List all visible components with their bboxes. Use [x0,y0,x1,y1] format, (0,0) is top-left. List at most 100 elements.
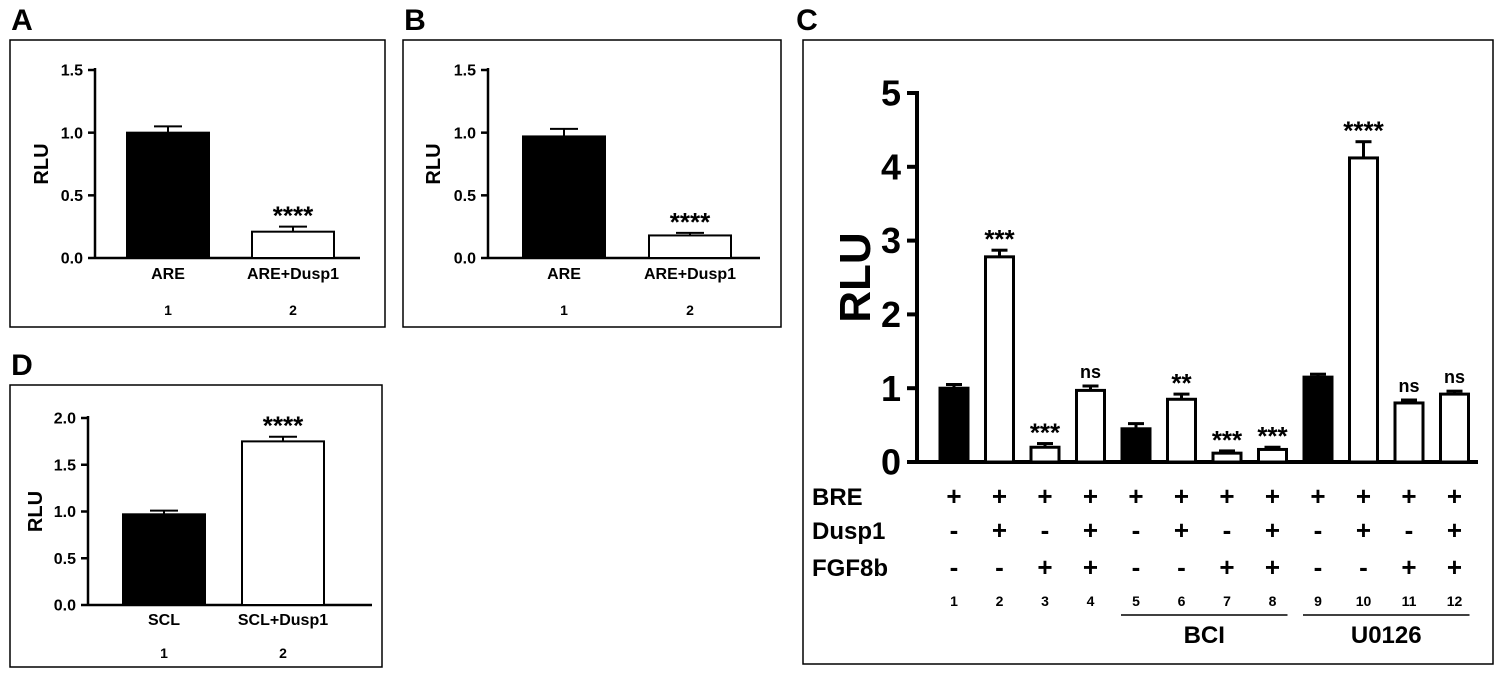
panel-b-frame [402,39,782,328]
panel-b-y-label: RLU [423,143,445,184]
panel-d-bar [122,513,206,606]
panel-c-bar [1166,397,1197,464]
panel-c-condition-mark: + [1447,552,1462,582]
panel-d-y-tick-label: 1.5 [54,457,76,474]
panel-c-condition-mark: + [1083,515,1098,545]
panel-d-category-label: SCL [148,612,180,629]
panel-c-lane-number: 9 [1314,593,1322,609]
panel-c-condition-mark: + [946,481,961,511]
panel-c-condition-mark: + [1219,481,1234,511]
panel-d-y-tick-label: 1.0 [54,504,76,521]
panel-b-bar [522,135,606,259]
panel-c-significance: *** [984,224,1015,254]
panel-c-bar [938,386,970,464]
panel-b-y-tick-label: 0.0 [454,251,476,268]
panel-c-condition-mark: - [1314,515,1323,545]
panel-a-letter: A [11,4,33,37]
panel-b-category-label: ARE+Dusp1 [644,266,736,283]
panel-c-condition-mark: + [1083,481,1098,511]
panel-c-bar [1439,392,1470,464]
panel-a-frame [9,39,386,328]
panel-c-bar [1393,401,1425,464]
panel-c-condition-label: Dusp1 [812,518,885,545]
panel-c-lane-number: 5 [1132,593,1140,609]
panel-d-lane-number: 2 [279,645,287,661]
panel-c-condition-mark: + [1447,481,1462,511]
panel-a-y-tick-label: 0.0 [61,251,83,268]
panel-c-lane-number: 6 [1178,593,1186,609]
panel-c-significance: ns [1080,362,1101,382]
panel-a-category-label: ARE+Dusp1 [247,266,339,283]
panel-c-y-tick-label: 3 [881,220,901,261]
panel-c-significance: ns [1398,376,1419,396]
panel-c-group-label: U0126 [1351,622,1422,649]
panel-c-significance: *** [1257,421,1288,451]
panel-b-y-tick-label: 1.0 [454,125,476,142]
panel-c-condition-mark: - [1177,552,1186,582]
panel-a-y-label: RLU [31,143,53,184]
panel-c-condition-mark: + [1037,552,1052,582]
panel-c-bar [1302,375,1334,464]
panel-c-bar [1029,445,1061,464]
panel-c-bar [1120,427,1152,464]
panel-c-y-tick-label: 1 [881,368,901,409]
panel-a-y-tick-label: 1.5 [61,63,83,80]
panel-c-condition-mark: + [1401,481,1416,511]
panel-a-lane-number: 2 [289,302,297,318]
panel-c-condition-mark: - [1359,552,1368,582]
panel-c-bar [984,255,1015,464]
panel-d: D 0.0 0.5 1.0 1.5 2.0 RLU SCL 1 **** SCL+Dusp1 2 [9,349,383,668]
panel-c-y-tick-label: 2 [881,294,901,335]
panel-b-lane-number: 2 [686,302,694,318]
panel-a-bar [251,230,335,259]
panel-a-bar [126,131,210,260]
panel-b: B 0.0 0.5 1.0 1.5 RLU ARE 1 **** ARE+Dusp1 2 [402,4,782,328]
panel-b-y-tick-label: 1.5 [454,63,476,80]
panel-d-y-tick-label: 0.0 [54,598,76,615]
panel-c-significance: **** [1343,116,1384,146]
panel-a-lane-number: 1 [164,302,172,318]
panel-b-category-label: ARE [547,266,581,283]
panel-b-bar [648,234,732,260]
panel-c-frame [802,39,1494,665]
panel-c-condition-mark: + [1310,481,1325,511]
panel-c-condition-mark: + [1356,515,1371,545]
panel-d-y-label: RLU [25,491,47,532]
panel-d-y-tick-label: 0.5 [54,551,76,568]
panel-c-condition-mark: + [992,481,1007,511]
panel-c-y-tick-label: 4 [881,146,901,187]
panel-a-significance: **** [273,201,314,231]
panel-b-significance: **** [670,207,711,237]
panel-c-condition-mark: - [1223,515,1232,545]
panel-c-condition-mark: + [1219,552,1234,582]
panel-d-y-tick-label: 2.0 [54,411,76,428]
panel-c-condition-mark: - [1314,552,1323,582]
panel-c-bar [1348,156,1379,464]
panel-c-condition-mark: - [1132,515,1141,545]
panel-c-condition-mark: + [1174,481,1189,511]
panel-c-significance: *** [1212,425,1243,455]
panel-c-lane-number: 1 [950,593,958,609]
panel-c-condition-mark: + [1265,481,1280,511]
panel-b-y-tick-label: 0.5 [454,188,476,205]
panel-c-condition-mark: - [1405,515,1414,545]
panel-d-frame [9,384,383,668]
panel-b-letter: B [404,4,426,37]
panel-c-lane-number: 7 [1223,593,1231,609]
panel-c-condition-mark: - [950,515,959,545]
panel-c-lane-number: 11 [1402,593,1417,609]
panel-a-y-tick-label: 0.5 [61,188,83,205]
panel-c-lane-number: 3 [1041,593,1049,609]
panel-c-y-tick-label: 5 [881,73,901,114]
panel-d-bar [241,440,325,606]
panel-c-group-label: BCI [1184,622,1225,649]
panel-c-condition-mark: + [1356,481,1371,511]
panel-d-lane-number: 1 [160,645,168,661]
panel-c-condition-mark: + [1037,481,1052,511]
panel-a: A 0.0 0.5 1.0 1.5 RLU ARE 1 **** ARE+Dusp1 2 [9,4,386,328]
panel-c-condition-mark: + [1265,515,1280,545]
panel-c-letter: C [796,4,818,37]
panel-c-significance: *** [1030,418,1061,448]
